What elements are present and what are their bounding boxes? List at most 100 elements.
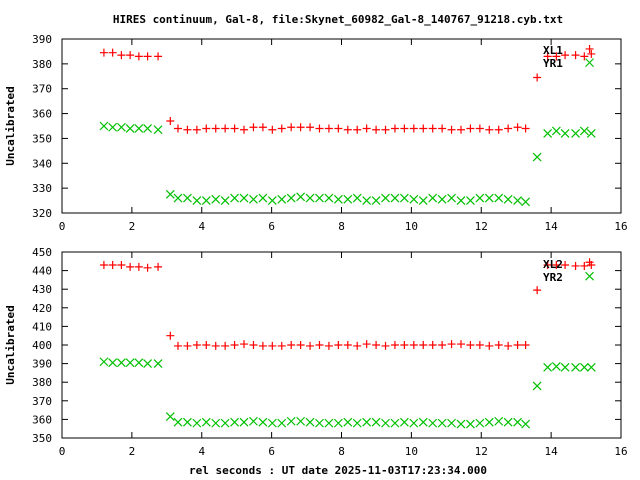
data-point-YR1 — [183, 193, 192, 203]
series-YR2 — [99, 271, 596, 429]
x-tick-label: 10 — [405, 445, 418, 458]
x-tick-label: 2 — [129, 445, 136, 458]
data-point-YR2 — [165, 412, 175, 422]
data-point-YR1 — [230, 193, 240, 203]
x-tick-label: 14 — [545, 220, 559, 233]
data-point-XL2 — [268, 341, 277, 350]
data-point-YR1 — [239, 193, 249, 203]
data-point-YR1 — [447, 193, 456, 203]
data-point-YR1 — [296, 192, 306, 202]
data-point-YR2 — [428, 418, 438, 428]
data-point-XL2 — [419, 341, 428, 349]
data-point-YR2 — [143, 359, 153, 369]
x-tick-label: 12 — [475, 445, 488, 458]
data-point-YR2 — [201, 417, 211, 427]
data-point-XL2 — [324, 341, 333, 350]
data-point-XL1 — [571, 51, 580, 60]
data-point-YR1 — [579, 126, 589, 136]
x-tick-label: 8 — [338, 220, 345, 233]
data-point-YR1 — [532, 152, 542, 162]
data-point-YR2 — [579, 362, 589, 372]
data-point-XL2 — [173, 341, 182, 350]
x-tick-label: 8 — [338, 445, 345, 458]
y-tick-label: 340 — [32, 157, 52, 170]
x-tick-label: 6 — [268, 445, 275, 458]
data-point-YR1 — [324, 193, 334, 203]
data-point-XL1 — [221, 124, 230, 133]
data-point-YR1 — [343, 194, 353, 204]
data-point-YR2 — [381, 418, 390, 428]
data-point-YR2 — [99, 357, 109, 367]
data-point-XL2 — [561, 261, 570, 270]
data-point-XL2 — [287, 341, 296, 349]
data-point-YR2 — [296, 416, 306, 426]
data-point-XL2 — [240, 340, 249, 349]
data-point-XL2 — [381, 341, 390, 350]
data-point-XL2 — [580, 261, 589, 270]
data-point-XL1 — [390, 124, 399, 133]
data-point-XL1 — [372, 125, 381, 134]
x-tick-label: 0 — [59, 220, 66, 233]
data-point-XL2 — [202, 341, 211, 349]
data-point-YR1 — [277, 194, 287, 204]
y-tick-label: 410 — [32, 320, 52, 333]
data-point-XL1 — [400, 124, 409, 133]
data-point-XL1 — [494, 125, 503, 134]
data-point-YR2 — [153, 359, 163, 369]
data-point-XL2 — [428, 341, 437, 349]
y-tick-label: 350 — [32, 132, 52, 145]
data-point-YR2 — [418, 417, 428, 427]
data-point-XL1 — [117, 51, 126, 60]
data-point-XL1 — [143, 52, 152, 61]
data-point-XL2 — [108, 261, 117, 270]
data-point-XL1 — [240, 125, 249, 134]
data-point-YR1 — [108, 122, 118, 132]
data-point-XL1 — [447, 125, 456, 134]
data-point-XL2 — [513, 341, 522, 349]
data-point-XL2 — [221, 341, 230, 350]
chart-title: HIRES continuum, Gal-8, file:Skynet_6098… — [113, 13, 563, 26]
data-point-YR1 — [551, 126, 561, 136]
data-point-XL2 — [99, 261, 108, 270]
data-point-XL2 — [353, 341, 362, 350]
data-point-XL1 — [438, 124, 447, 133]
data-point-YR1 — [571, 129, 581, 138]
data-point-YR1 — [201, 196, 211, 205]
data-point-YR1 — [192, 196, 202, 205]
data-point-XL1 — [108, 48, 117, 57]
data-point-XL1 — [585, 44, 594, 53]
data-point-XL1 — [504, 124, 513, 133]
data-point-YR2 — [390, 418, 400, 428]
data-point-YR2 — [116, 358, 126, 368]
data-point-YR1 — [503, 194, 513, 204]
data-point-XL2 — [504, 341, 513, 350]
data-point-YR1 — [418, 196, 428, 205]
data-point-YR1 — [409, 194, 419, 204]
data-point-XL1 — [258, 123, 267, 132]
x-tick-label: 14 — [545, 445, 559, 458]
data-point-XL2 — [117, 261, 126, 270]
data-point-YR1 — [143, 124, 153, 133]
data-point-YR2 — [560, 362, 570, 372]
data-point-YR2 — [437, 418, 447, 428]
data-point-YR1 — [428, 193, 438, 203]
data-point-YR2 — [258, 417, 268, 427]
data-point-YR2 — [220, 418, 230, 428]
y-tick-label: 390 — [32, 358, 52, 371]
series-label: XL1 — [543, 44, 563, 57]
data-point-YR1 — [286, 193, 296, 203]
data-point-YR1 — [315, 193, 324, 203]
data-point-XL2 — [447, 340, 456, 349]
data-point-YR2 — [585, 271, 594, 281]
data-point-YR2 — [125, 358, 135, 368]
data-point-YR1 — [484, 193, 494, 203]
data-point-XL2 — [134, 262, 143, 271]
data-point-YR1 — [99, 121, 109, 131]
data-point-XL2 — [475, 341, 484, 349]
data-point-YR1 — [220, 196, 230, 205]
data-point-YR2 — [352, 418, 362, 428]
y-tick-label: 440 — [32, 265, 52, 278]
data-point-YR1 — [134, 124, 144, 133]
series-label: XL2 — [543, 258, 563, 271]
